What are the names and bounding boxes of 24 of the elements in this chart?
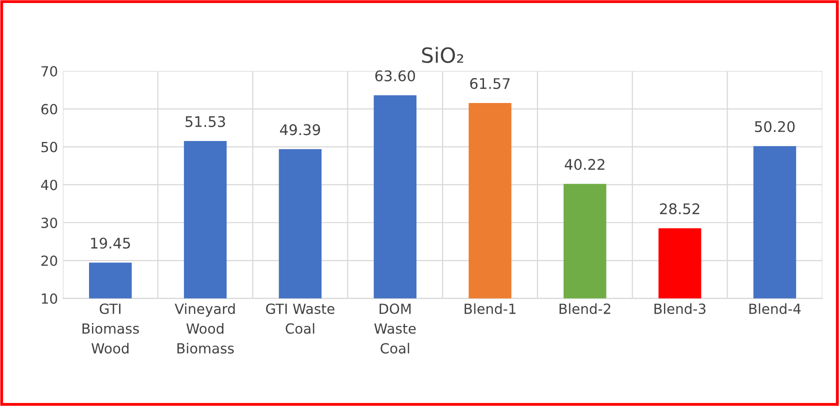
x-tick-label: DOM Waste Coal	[374, 304, 416, 354]
x-tick-label: Blend-1	[464, 303, 516, 314]
data-label: 50.20	[755, 121, 795, 132]
data-label: 51.53	[186, 116, 225, 128]
y-tick-label: 40	[41, 180, 58, 190]
y-tick-label: 50	[41, 142, 58, 152]
data-label: 63.60	[375, 70, 416, 82]
y-tick-label: 10	[42, 293, 58, 304]
x-tick-label: Blend-2	[560, 303, 610, 314]
x-tick-label: Blend-4	[749, 303, 801, 314]
chart-title: SiO₂	[422, 46, 464, 64]
x-tick-label: Vineyard Wood Biomass	[174, 303, 235, 354]
data-label: 19.45	[91, 238, 130, 249]
y-tick-label: 30	[41, 218, 58, 228]
x-tick-label: Blend-3	[654, 303, 706, 314]
y-tick-label: 60	[41, 104, 58, 114]
x-tick-label: GTI Waste Coal	[266, 304, 334, 334]
y-tick-label: 70	[42, 66, 58, 77]
x-tick-label: GTI Biomass Wood	[82, 304, 139, 354]
data-label: 28.52	[660, 203, 700, 214]
y-tick-label: 20	[41, 255, 58, 266]
data-label: 40.22	[564, 158, 604, 170]
data-label: 61.57	[470, 78, 510, 90]
data-label: 49.39	[280, 124, 320, 136]
